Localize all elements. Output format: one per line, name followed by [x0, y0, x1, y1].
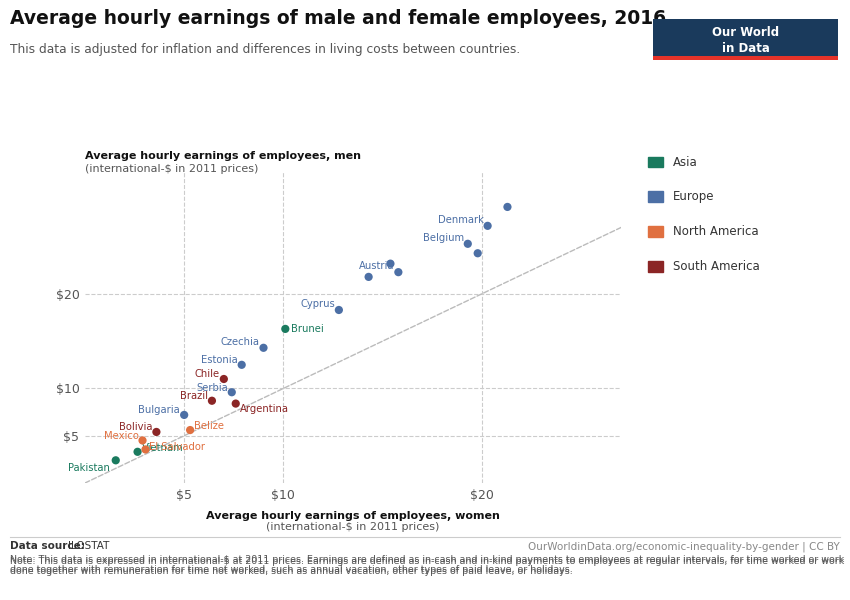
Point [461, 239, 474, 248]
Point [229, 399, 242, 409]
Text: Serbia: Serbia [196, 383, 228, 392]
Text: Data source:: Data source: [10, 541, 85, 551]
Point [150, 427, 163, 437]
Text: Belize: Belize [194, 421, 224, 431]
Text: Vietnam: Vietnam [141, 443, 183, 453]
Text: Bulgaria: Bulgaria [139, 405, 180, 415]
Text: Europe: Europe [673, 190, 715, 203]
Text: Belgium: Belgium [422, 233, 464, 243]
Text: Chile: Chile [195, 369, 220, 379]
Text: Austria: Austria [359, 262, 394, 271]
Text: in Data: in Data [722, 42, 769, 55]
Point [205, 396, 218, 406]
Point [279, 324, 292, 334]
Text: Average hourly earnings of employees, women: Average hourly earnings of employees, wo… [206, 511, 500, 521]
Point [225, 388, 239, 397]
Point [217, 374, 230, 384]
Point [383, 259, 397, 268]
Point [136, 436, 150, 445]
Text: Denmark: Denmark [438, 215, 484, 225]
Text: Asia: Asia [673, 155, 698, 169]
Text: (international-$ in 2011 prices): (international-$ in 2011 prices) [85, 164, 258, 175]
Point [131, 447, 145, 457]
Point [178, 410, 191, 420]
Point [235, 360, 248, 370]
Point [139, 445, 152, 454]
Text: (international-$ in 2011 prices): (international-$ in 2011 prices) [266, 522, 439, 532]
Text: Pakistan: Pakistan [68, 463, 110, 473]
Text: Average hourly earnings of employees, men: Average hourly earnings of employees, me… [85, 151, 361, 161]
Text: Cyprus: Cyprus [300, 299, 335, 310]
Point [362, 272, 376, 281]
Text: South America: South America [673, 260, 760, 273]
Text: Brazil: Brazil [180, 391, 208, 401]
Text: Brunei: Brunei [292, 324, 324, 334]
Text: Estonia: Estonia [201, 355, 238, 365]
Point [332, 305, 346, 315]
Text: Argentina: Argentina [240, 404, 289, 414]
Text: Czechia: Czechia [220, 337, 259, 347]
Text: El Salvador: El Salvador [150, 442, 206, 452]
Text: North America: North America [673, 225, 759, 238]
Point [501, 202, 514, 212]
Point [471, 248, 484, 258]
Text: Mexico: Mexico [104, 431, 139, 441]
Point [184, 425, 197, 435]
Text: Note: This data is expressed in international-$ at 2011 prices. Earnings are def: Note: This data is expressed in internat… [10, 557, 844, 576]
Point [481, 221, 495, 230]
Text: OurWorldinData.org/economic-inequality-by-gender | CC BY: OurWorldinData.org/economic-inequality-b… [528, 541, 840, 552]
Text: Our World: Our World [712, 26, 779, 39]
Point [257, 343, 270, 353]
Text: This data is adjusted for inflation and differences in living costs between coun: This data is adjusted for inflation and … [10, 43, 520, 56]
Text: Average hourly earnings of male and female employees, 2016: Average hourly earnings of male and fema… [10, 9, 666, 28]
Text: Bolivia: Bolivia [119, 422, 152, 432]
Point [109, 455, 122, 465]
Text: Note: This data is expressed in international-$ at 2011 prices. Earnings are def: Note: This data is expressed in internat… [10, 555, 844, 574]
Point [392, 268, 405, 277]
Text: ILOSTAT: ILOSTAT [68, 541, 110, 551]
